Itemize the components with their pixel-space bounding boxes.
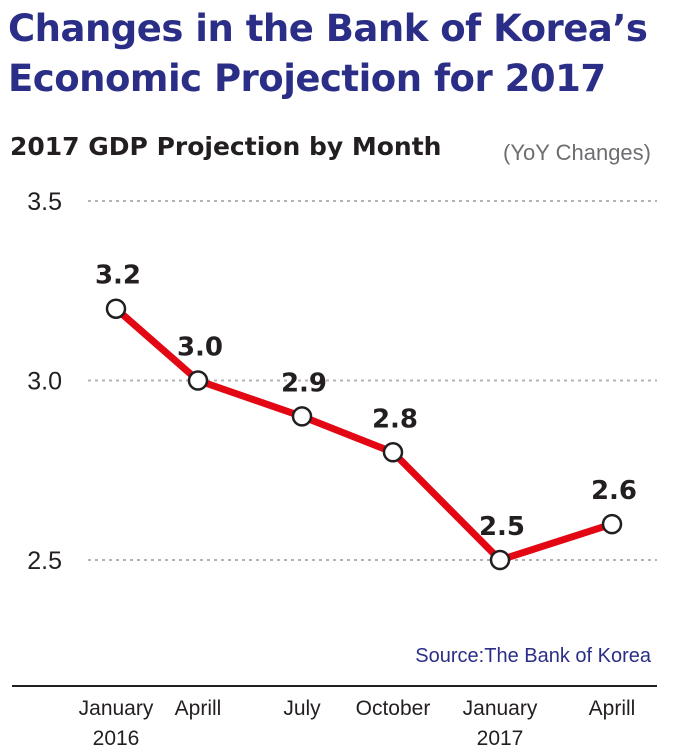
x-axis-ticks: January 2016 Aprill July October January 2017 A… — [79, 697, 636, 750]
x-tick-label: January 2017 — [463, 697, 538, 750]
data-labels: 3.2 3.0 2.9 2.8 2.5 2.6 — [95, 261, 637, 542]
data-point — [601, 513, 623, 535]
data-point — [105, 298, 127, 319]
data-label: 2.5 — [479, 512, 525, 542]
data-label: 2.6 — [591, 476, 637, 506]
x-tick-label: July — [283, 697, 321, 720]
x-tick-label: January 2016 — [79, 697, 154, 750]
y-tick-label: 3.5 — [27, 188, 62, 216]
source-note: Source:The Bank of Korea — [415, 645, 651, 667]
x-tick-label: Aprill — [175, 697, 222, 720]
series-line-path — [113, 306, 614, 564]
y-tick-label: 3.0 — [27, 368, 62, 396]
gridlines — [88, 200, 657, 561]
data-point — [291, 406, 313, 427]
y-tick-label: 2.5 — [27, 547, 62, 575]
unit-label: (YoY Changes) — [503, 140, 651, 165]
data-label: 3.0 — [177, 333, 223, 363]
data-points — [105, 298, 623, 571]
data-label: 2.8 — [372, 404, 418, 434]
chart-subtitle: 2017 GDP Projection by Month — [10, 132, 442, 161]
x-tick-label: October — [356, 697, 431, 720]
series-line — [113, 306, 614, 564]
data-point — [187, 370, 209, 391]
data-label: 3.2 — [95, 261, 141, 291]
chart-title: Changes in the Bank of Korea’s Economic P… — [8, 7, 648, 100]
data-label: 2.9 — [281, 368, 327, 398]
y-axis-ticks: 3.5 3.0 2.5 — [27, 188, 62, 575]
x-tick-label: Aprill — [589, 697, 636, 720]
data-point — [489, 549, 511, 571]
data-point — [382, 442, 404, 463]
